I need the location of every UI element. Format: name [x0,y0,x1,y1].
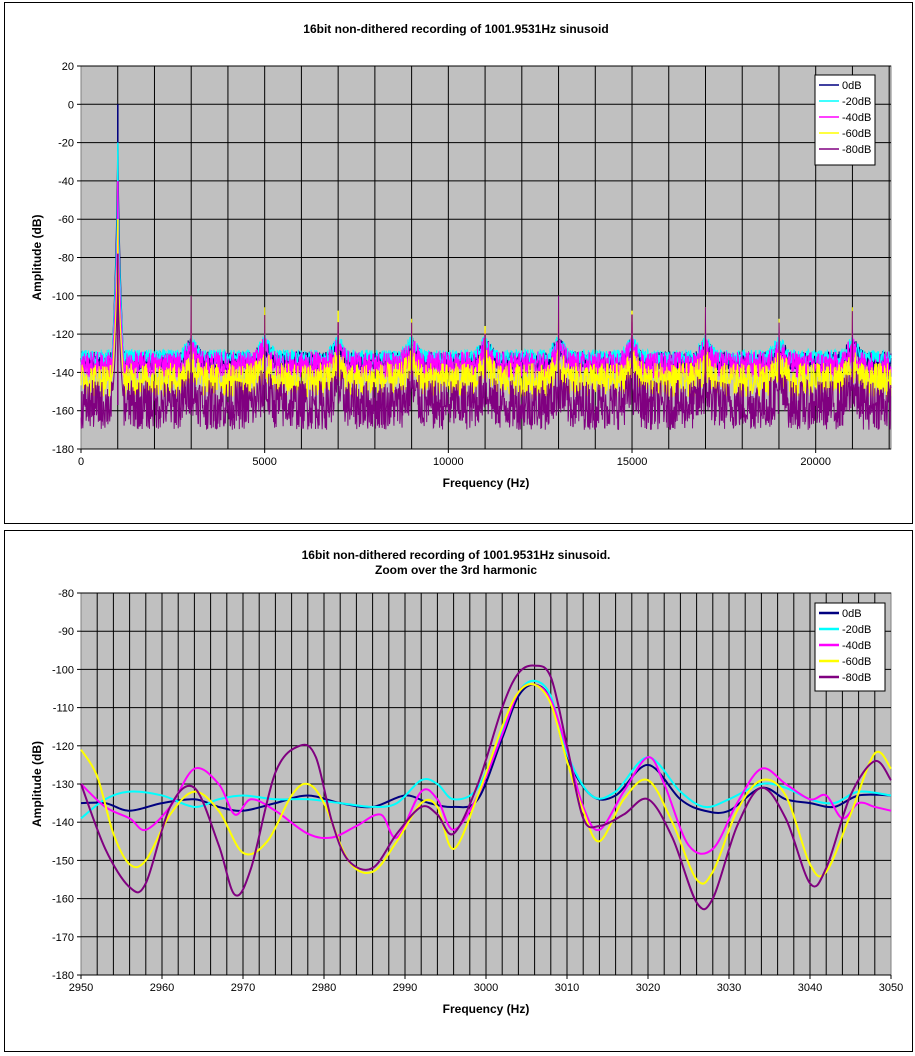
series-line-minus40dB [80,683,892,855]
x-tick-label: 2980 [312,982,336,994]
spectrum-chart-full: 16bit non-dithered recording of 1001.953… [4,2,913,524]
y-tick-label: -110 [53,703,74,715]
y-tick-label: -160 [52,406,74,418]
y-tick-label: -40 [58,176,74,188]
y-tick-label: -60 [58,214,74,226]
y-tick-label: -120 [52,329,74,341]
y-axis-label: Amplitude (dB) [30,741,44,827]
x-tick-label: 20000 [800,456,831,468]
chart-title: Zoom over the 3rd harmonic [375,563,537,577]
legend-label: -80dB [842,144,871,156]
y-tick-label: -180 [52,444,74,456]
y-tick-label: -20 [58,138,74,150]
y-tick-label: -170 [52,932,74,944]
x-tick-label: 0 [78,456,84,468]
legend-label: -80dB [842,672,871,684]
y-tick-label: -80 [58,588,74,600]
x-tick-label: 2950 [69,982,93,994]
legend-box [814,74,876,166]
legend-label: -60dB [842,656,871,668]
y-tick-label: -90 [58,626,74,638]
legend-label: 0dB [842,608,862,620]
x-tick-label: 3020 [636,982,660,994]
x-tick-label: 3040 [798,982,822,994]
series-line-minus80dB [80,664,892,911]
y-axis-label: Amplitude (dB) [30,215,44,301]
x-tick-label: 3010 [555,982,579,994]
x-tick-label: 2960 [150,982,174,994]
y-tick-label: -100 [52,664,74,676]
legend-label: -40dB [842,112,871,124]
x-tick-label: 2970 [231,982,255,994]
y-tick-label: 20 [62,61,74,73]
x-tick-label: 10000 [433,456,464,468]
y-tick-label: -140 [52,367,74,379]
x-axis-label: Frequency (Hz) [443,1002,530,1016]
x-tick-label: 3030 [717,982,741,994]
y-tick-label: -100 [52,291,74,303]
legend-label: 0dB [842,80,862,92]
series-group [80,104,892,430]
legend-label: -40dB [842,640,871,652]
y-tick-label: -140 [52,817,74,829]
x-axis-label: Frequency (Hz) [443,476,530,490]
x-tick-label: 15000 [617,456,648,468]
x-tick-label: 3050 [879,982,903,994]
legend-label: -60dB [842,128,871,140]
y-tick-label: -80 [58,253,74,265]
y-tick-label: -130 [52,779,74,791]
x-tick-label: 3000 [474,982,498,994]
y-tick-label: -120 [52,741,74,753]
chart-1-svg: 16bit non-dithered recording of 1001.953… [30,22,892,490]
legend-label: -20dB [842,96,871,108]
x-tick-label: 2990 [393,982,417,994]
y-tick-label: -150 [52,855,74,867]
legend-label: -20dB [842,624,871,636]
y-tick-label: -160 [52,894,74,906]
series-line-minus80dB [80,259,892,430]
y-tick-label: -180 [52,970,74,982]
chart-title: 16bit non-dithered recording of 1001.953… [302,548,611,562]
x-tick-label: 5000 [252,456,276,468]
chart-2-svg: 16bit non-dithered recording of 1001.953… [30,548,903,1016]
chart-title: 16bit non-dithered recording of 1001.953… [303,22,608,36]
y-tick-label: 0 [68,99,74,111]
series-group [80,664,892,911]
series-line-minus60dB [80,683,892,885]
spectrum-chart-zoom: 16bit non-dithered recording of 1001.953… [4,530,913,1052]
